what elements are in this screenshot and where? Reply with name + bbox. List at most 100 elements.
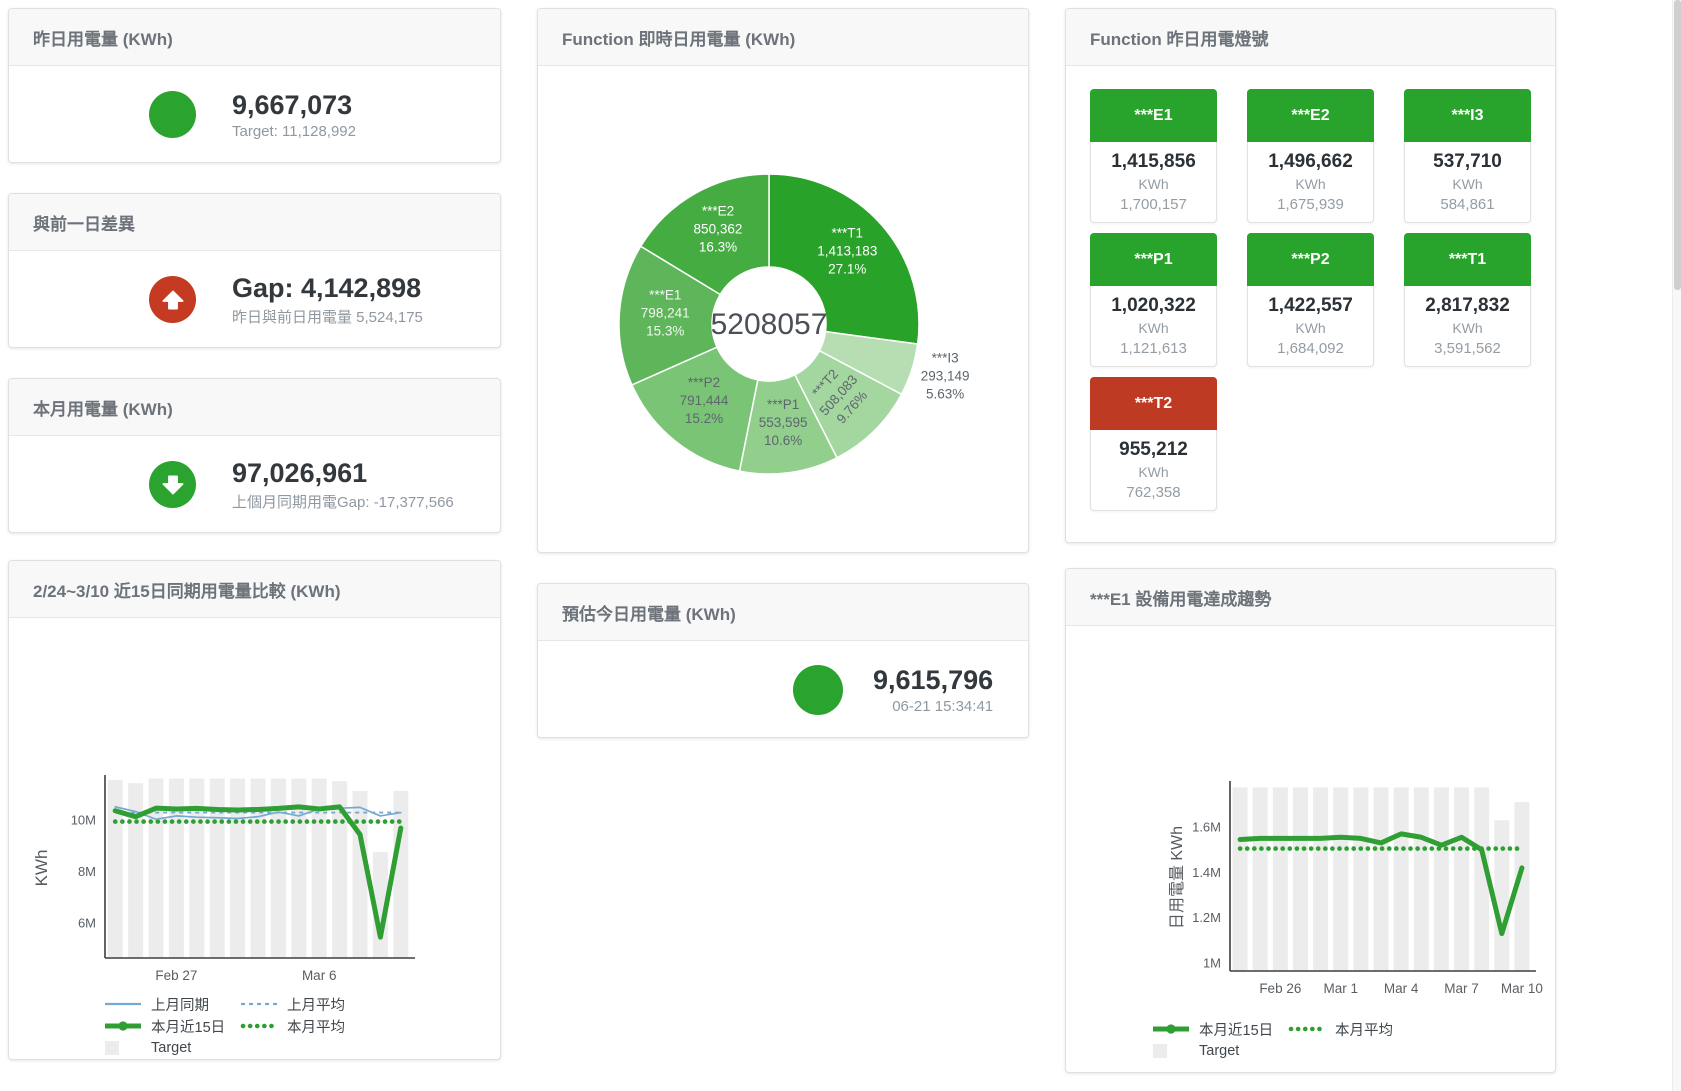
x-tick-label: Mar 1 xyxy=(1323,981,1358,996)
kpi-timestamp: 06-21 15:34:41 xyxy=(892,697,994,715)
y-tick-label: 10M xyxy=(71,812,96,827)
green-dots-swatch-icon xyxy=(240,1020,278,1032)
tile-value: 955,212 xyxy=(1119,439,1188,460)
scrollbar[interactable] xyxy=(1672,0,1681,1091)
card-month-usage: 本月用電量 (KWh) 97,026,961 上個月同期用電Gap: -17,3… xyxy=(8,378,501,533)
gray-square-swatch-icon xyxy=(1152,1043,1190,1059)
card-yesterday-usage: 昨日用電量 (KWh) 9,667,073 Target: 11,128,992 xyxy=(8,8,501,163)
donut-slice-label: ***P2 791,444 15.2% xyxy=(680,375,729,426)
light-tile-t1[interactable]: ***T1 2,817,832 KWh 3,591,562 xyxy=(1404,233,1531,367)
card-title: 與前一日差異 xyxy=(9,194,500,251)
light-tile-e2[interactable]: ***E2 1,496,662 KWh 1,675,939 xyxy=(1247,89,1374,223)
y-tick-label: 1.2M xyxy=(1192,910,1221,925)
tile-value: 1,422,557 xyxy=(1268,295,1353,316)
legend-target[interactable]: Target xyxy=(104,1040,240,1056)
tile-target: 1,675,939 xyxy=(1277,196,1344,213)
card-day-gap: 與前一日差異 Gap: 4,142,898 昨日與前日用電量 5,524,175 xyxy=(8,193,501,348)
status-circle-icon xyxy=(149,91,196,138)
target-bars xyxy=(107,778,409,958)
status-circle-icon xyxy=(793,664,843,715)
kpi-value: 9,667,073 xyxy=(232,89,353,120)
x-tick-label: Mar 7 xyxy=(1444,981,1479,996)
tile-target: 1,684,092 xyxy=(1277,340,1344,357)
card-estimate-today: 預估今日用電量 (KWh) 9,615,796 06-21 15:34:41 xyxy=(537,583,1029,738)
donut-slice-label: ***E1 798,241 15.3% xyxy=(641,287,690,338)
e1-trend-line-chart[interactable]: 1M 1.2M 1.4M 1.6M Feb 26 Mar 1 Mar 4 Mar 7 Mar 1… xyxy=(1070,776,1550,1008)
x-tick-label: Mar 6 xyxy=(302,968,337,983)
kpi-subtitle: Target: 11,128,992 xyxy=(232,122,356,140)
legend-last-month-avg[interactable]: 上月平均 xyxy=(240,994,376,1015)
card-realtime-donut: Function 即時日用電量 (KWh) ***T1 1,413,183 27.1… xyxy=(537,8,1029,553)
light-tile-p1[interactable]: ***P1 1,020,322 KWh 1,121,613 xyxy=(1090,233,1217,367)
legend-last-month-line[interactable]: 上月同期 xyxy=(104,994,240,1015)
arrow-down-icon xyxy=(149,461,196,508)
tile-value: 1,020,322 xyxy=(1111,295,1196,316)
kpi-body: 97,026,961 上個月同期用電Gap: -17,377,566 xyxy=(9,436,500,532)
realtime-usage-donut-chart[interactable]: ***T1 1,413,183 27.1%***I3 293,149 5.63%***T… xyxy=(538,66,1028,548)
tile-target: 1,121,613 xyxy=(1120,340,1187,357)
lights-grid: ***E1 1,415,856 KWh 1,700,157 ***E2 1,49… xyxy=(1066,66,1555,511)
kpi-value: 97,026,961 xyxy=(232,457,368,488)
donut-slice-label: ***P1 553,595 10.6% xyxy=(759,397,808,448)
tile-target: 584,861 xyxy=(1440,196,1495,213)
y-tick-label: 1M xyxy=(1203,956,1221,971)
donut-slice-label: ***I3 293,149 5.63% xyxy=(921,351,970,402)
donut-slice-***P2[interactable] xyxy=(630,346,759,472)
kpi-subtitle: 上個月同期用電Gap: -17,377,566 xyxy=(232,493,454,511)
tile-value: 1,415,856 xyxy=(1111,151,1196,172)
y-tick-label: 1.6M xyxy=(1192,820,1221,835)
y-axis-label: KWh xyxy=(32,850,51,887)
blue-line-swatch-icon xyxy=(104,999,142,1009)
green-dots-swatch-icon xyxy=(1288,1023,1326,1035)
light-tile-e1[interactable]: ***E1 1,415,856 KWh 1,700,157 xyxy=(1090,89,1217,223)
tile-value: 1,496,662 xyxy=(1268,151,1353,172)
tile-unit: KWh xyxy=(1138,464,1169,480)
light-tile-i3[interactable]: ***I3 537,710 KWh 584,861 xyxy=(1404,89,1531,223)
legend-this-month-line[interactable]: 本月近15日 xyxy=(104,1016,240,1037)
donut-slice-***E2[interactable] xyxy=(639,173,770,296)
tile-unit: KWh xyxy=(1452,176,1483,192)
trend-legend: 本月近15日 本月平均 Target xyxy=(1152,1018,1555,1062)
tile-unit: KWh xyxy=(1138,176,1169,192)
legend-this-month-line[interactable]: 本月近15日 xyxy=(1152,1019,1288,1040)
kpi-subtitle: 昨日與前日用電量 5,524,175 xyxy=(232,308,423,326)
card-title: ***E1 設備用電達成趨勢 xyxy=(1066,569,1555,626)
card-title: 2/24~3/10 近15日同期用電量比較 (KWh) xyxy=(9,561,500,618)
tile-unit: KWh xyxy=(1452,320,1483,336)
donut-slice-***T1[interactable] xyxy=(768,173,920,345)
x-tick-label: Mar 4 xyxy=(1384,981,1419,996)
tile-target: 1,700,157 xyxy=(1120,196,1187,213)
compare-legend: 上月同期 上月平均 本月近15日 xyxy=(104,993,500,1059)
target-bars xyxy=(1232,787,1530,971)
light-tile-p2[interactable]: ***P2 1,422,557 KWh 1,684,092 xyxy=(1247,233,1374,367)
legend-this-month-avg[interactable]: 本月平均 xyxy=(240,1016,376,1037)
tile-target: 762,358 xyxy=(1126,484,1181,501)
series-line xyxy=(1237,831,1525,937)
donut-slice-label: ***T1 1,413,183 27.1% xyxy=(817,226,877,277)
x-tick-label: Feb 27 xyxy=(155,968,197,983)
y-axis-label: 日用電量 KWh xyxy=(1169,826,1186,929)
legend-target[interactable]: Target xyxy=(1152,1043,1288,1059)
donut-slice-label: ***E2 850,362 16.3% xyxy=(694,203,743,254)
x-tick-label: Mar 10 xyxy=(1501,981,1543,996)
tile-value: 537,710 xyxy=(1433,151,1502,172)
x-tick-label: Feb 26 xyxy=(1259,981,1301,996)
scrollbar-thumb[interactable] xyxy=(1674,0,1681,290)
donut-slice-***E1[interactable] xyxy=(618,245,722,386)
tile-value: 2,817,832 xyxy=(1425,295,1510,316)
kpi-value: Gap: 4,142,898 xyxy=(232,272,422,303)
card-title: 昨日用電量 (KWh) xyxy=(9,9,500,66)
card-title: Function 即時日用電量 (KWh) xyxy=(538,9,1028,66)
tile-unit: KWh xyxy=(1295,176,1326,192)
card-title: 本月用電量 (KWh) xyxy=(9,379,500,436)
y-tick-label: 6M xyxy=(78,915,96,930)
legend-this-month-avg[interactable]: 本月平均 xyxy=(1288,1019,1424,1040)
light-tile-t2[interactable]: ***T2 955,212 KWh 762,358 xyxy=(1090,377,1217,511)
card-title: Function 昨日用電燈號 xyxy=(1066,9,1555,66)
gray-square-swatch-icon xyxy=(104,1040,142,1056)
compare-line-chart[interactable]: 6M 8M 10M Feb 27 Mar 6 KWh xyxy=(17,770,487,992)
series-line xyxy=(114,806,402,821)
kpi-value: 9,615,796 xyxy=(873,664,994,695)
green-thick-line-swatch-icon xyxy=(1152,1023,1190,1035)
